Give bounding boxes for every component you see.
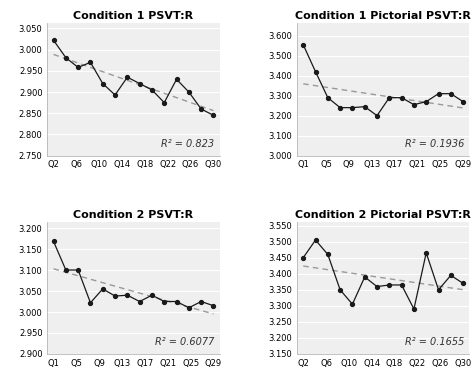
Text: R² = 0.6077: R² = 0.6077 bbox=[155, 337, 214, 347]
Text: R² = 0.823: R² = 0.823 bbox=[161, 139, 214, 149]
Text: R² = 0.1936: R² = 0.1936 bbox=[405, 139, 464, 149]
Title: Condition 2 Pictorial PSVT:R: Condition 2 Pictorial PSVT:R bbox=[295, 210, 471, 219]
Text: R² = 0.1655: R² = 0.1655 bbox=[405, 337, 464, 347]
Title: Condition 1 PSVT:R: Condition 1 PSVT:R bbox=[73, 11, 193, 21]
Title: Condition 1 Pictorial PSVT:R: Condition 1 Pictorial PSVT:R bbox=[295, 11, 471, 21]
Title: Condition 2 PSVT:R: Condition 2 PSVT:R bbox=[73, 210, 193, 219]
